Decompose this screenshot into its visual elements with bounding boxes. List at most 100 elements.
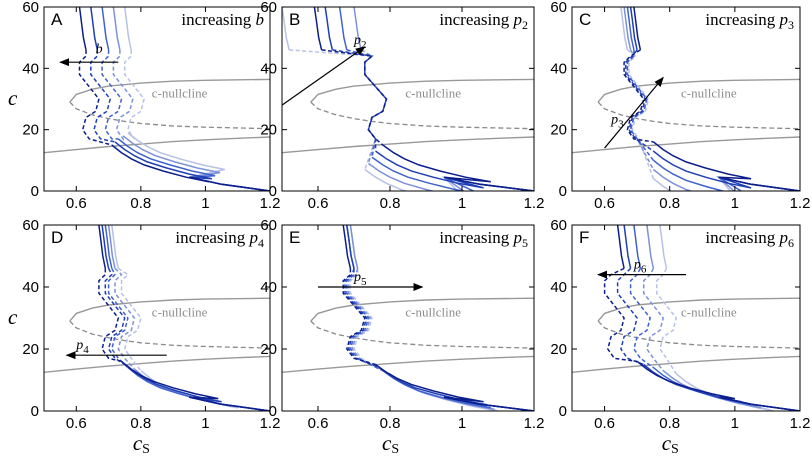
series-lower-segment — [652, 141, 800, 191]
x-tick-label: 1.2 — [260, 415, 281, 432]
y-tick-label: 60 — [22, 0, 39, 16]
panel-frame — [43, 6, 271, 192]
series-dashed-segment — [642, 268, 665, 372]
series-lower-segment — [643, 363, 800, 411]
nullcline-upper-branch — [310, 297, 534, 322]
nullcline-middle-branch — [310, 101, 534, 130]
x-tick-label: 1.2 — [524, 415, 545, 432]
x-tick-label: 0.8 — [659, 195, 680, 212]
series-upper-segment — [616, 225, 625, 269]
nullcline-middle-branch — [597, 320, 800, 349]
series-dashed-segment — [346, 268, 384, 372]
plot-area — [282, 7, 534, 191]
plot-area — [282, 225, 534, 411]
nullcline-lower-branch — [44, 355, 270, 373]
panel-title: increasing p3 — [705, 10, 794, 32]
series-dashed-segment — [117, 267, 142, 372]
panel-letter: C — [579, 10, 591, 29]
series-dashed-segment — [332, 49, 388, 152]
series-lower-segment — [127, 367, 270, 411]
series-upper-segment — [107, 225, 116, 269]
series-dashed-segment — [321, 49, 388, 146]
panel-frame — [281, 224, 535, 412]
x-tick-label: 0.6 — [308, 415, 329, 432]
series-1 — [98, 225, 270, 411]
series-lower-segment — [636, 360, 800, 411]
series-dashed-segment — [603, 267, 638, 363]
panel-f: c-nullcline p6 0.6 0.8 1 1.2 0 20 40 60 F increasin… — [550, 217, 810, 457]
nullcline-upper-branch — [69, 78, 270, 103]
series-1 — [603, 225, 800, 411]
panel-letter: F — [579, 228, 589, 247]
panel-frame — [571, 224, 801, 412]
x-tick-label: 0.6 — [594, 195, 615, 212]
series-upper-segment — [626, 7, 635, 51]
panel-frame — [281, 6, 535, 192]
series-upper-segment — [646, 225, 655, 269]
series-dashed-segment — [626, 49, 654, 161]
parameter-arrow-label: p2 — [353, 33, 367, 51]
series-lower-segment — [124, 363, 270, 411]
y-tick-label: 0 — [559, 403, 567, 420]
x-tick-label: 0.8 — [130, 195, 151, 212]
series-upper-segment — [282, 7, 290, 51]
x-tick-label: 1 — [201, 415, 209, 432]
series-upper-segment — [620, 7, 629, 51]
y-tick-label: 20 — [550, 341, 567, 358]
series-lower-segment — [389, 373, 534, 411]
y-tick-label: 20 — [22, 122, 39, 139]
series-lower-segment — [385, 371, 534, 411]
series-lower-segment — [378, 366, 534, 411]
series-1 — [623, 7, 800, 191]
x-axis-title: cS — [133, 431, 150, 457]
x-tick-label: 1 — [731, 195, 739, 212]
nullcline-upper-branch — [597, 78, 800, 103]
panel-letter: B — [289, 10, 300, 29]
nullcline-middle-branch — [69, 320, 270, 349]
series-dashed-segment — [289, 49, 388, 170]
y-tick-label: 20 — [22, 341, 39, 358]
x-tick-label: 0.6 — [308, 195, 329, 212]
plot-area — [572, 7, 800, 191]
series-4 — [623, 7, 800, 191]
nullcline-label: c-nullcline — [405, 304, 461, 319]
y-tick-label: 20 — [550, 122, 567, 139]
series-1 — [313, 7, 534, 191]
y-tick-label: 40 — [550, 279, 567, 296]
series-upper-segment — [623, 225, 632, 269]
y-tick-label: 40 — [22, 60, 39, 77]
series-dashed-segment — [626, 49, 655, 179]
y-tick-label: 0 — [269, 403, 277, 420]
panel-frame — [571, 6, 801, 192]
nullcline-label: c-nullcline — [681, 304, 737, 319]
y-tick-label: 40 — [260, 279, 277, 296]
series-lower-segment — [675, 373, 800, 411]
parameter-arrow — [604, 76, 664, 149]
series-lower-segment — [382, 144, 534, 191]
series-upper-segment — [313, 7, 323, 51]
series-dashed-segment — [623, 49, 654, 143]
nullcline-label: c-nullcline — [152, 304, 208, 319]
panel-title: increasing p5 — [439, 228, 528, 250]
plot-area — [44, 225, 270, 411]
series-dashed-segment — [114, 267, 136, 370]
panel-title: increasing p6 — [705, 228, 794, 250]
nullcline-upper-branch — [69, 297, 270, 322]
series-1 — [78, 7, 270, 191]
series-3 — [626, 7, 800, 191]
series-dashed-segment — [346, 49, 388, 158]
series-upper-segment — [101, 225, 110, 269]
y-axis-title: c — [8, 86, 18, 110]
panel-title: increasing p2 — [439, 10, 528, 32]
series-upper-segment — [111, 225, 120, 269]
nullcline-lower-branch — [572, 136, 800, 154]
y-tick-label: 60 — [260, 0, 277, 16]
series-dashed-segment — [629, 268, 654, 369]
parameter-arrow-label: b — [96, 42, 103, 57]
series-upper-segment — [90, 7, 99, 51]
y-tick-label: 0 — [31, 403, 39, 420]
series-upper-segment — [324, 7, 334, 51]
x-tick-label: 0.6 — [66, 415, 87, 432]
